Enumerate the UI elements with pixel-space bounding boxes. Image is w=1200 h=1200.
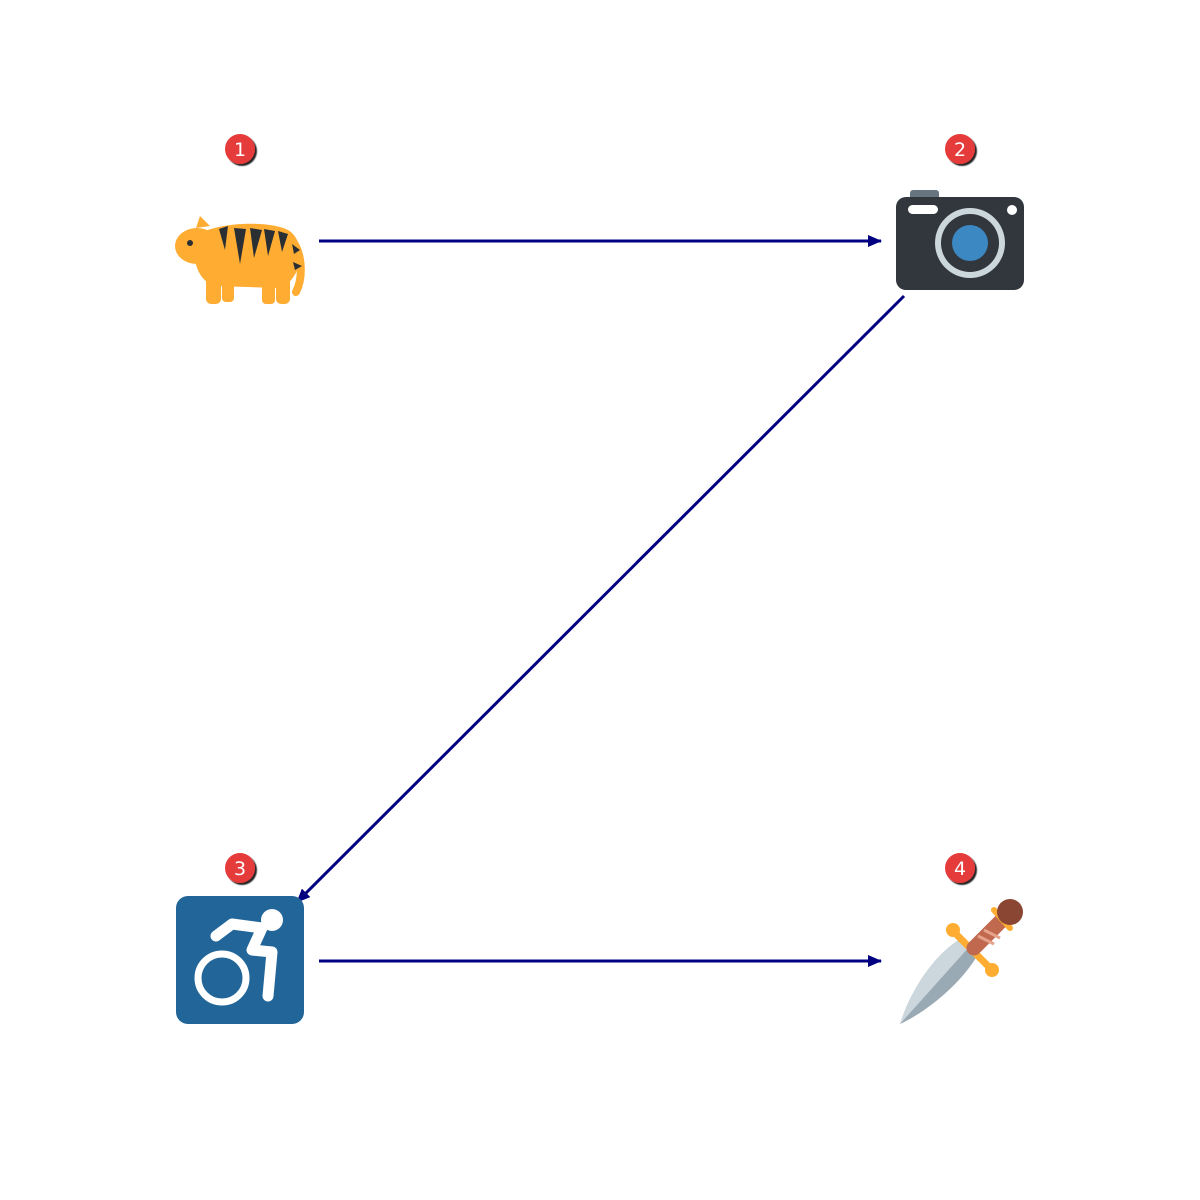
badge-3: 3: [225, 853, 255, 883]
edge-2-to-3: [295, 294, 906, 904]
badge-2: 2: [945, 134, 975, 164]
badge-1-label: 1: [234, 139, 246, 161]
tiger-icon: [175, 216, 305, 304]
badge-3-label: 3: [234, 858, 246, 880]
motorized-wheelchair-icon: [176, 896, 304, 1024]
node-1: 1: [175, 134, 305, 304]
badge-4-label: 4: [954, 858, 966, 880]
node-2: 2: [896, 134, 1024, 290]
dagger-icon: [900, 899, 1023, 1024]
camera-icon: [896, 190, 1024, 290]
badge-4: 4: [945, 853, 975, 883]
node-3: 3: [176, 853, 304, 1024]
badge-1: 1: [225, 134, 255, 164]
node-4: 4: [900, 853, 1023, 1024]
edges: [295, 235, 906, 967]
badge-2-label: 2: [954, 139, 966, 161]
